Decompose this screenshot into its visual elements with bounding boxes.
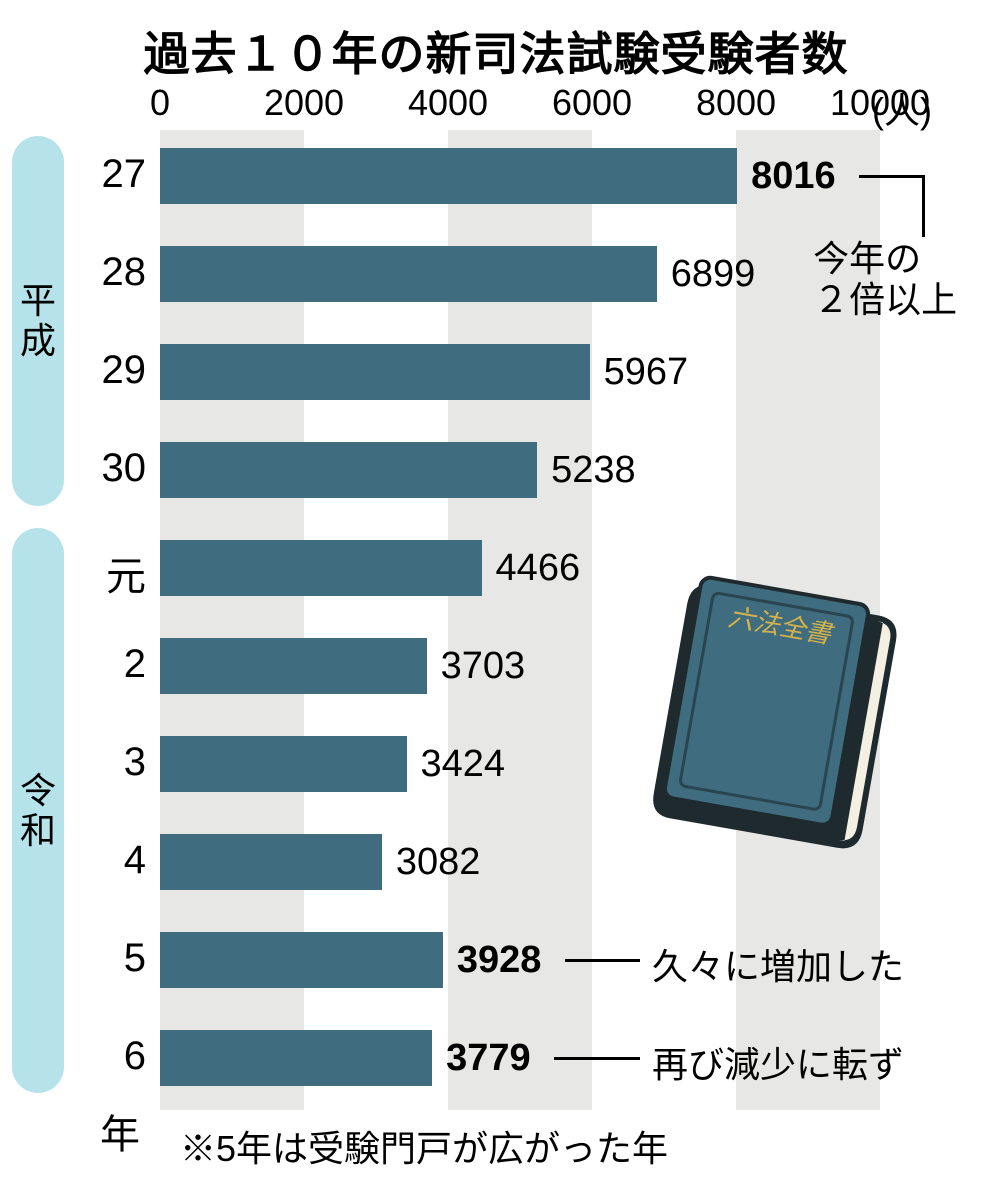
bar-value-label: 3424	[421, 743, 506, 786]
y-category-label: 5	[66, 936, 146, 981]
x-tick-label: 0	[100, 82, 220, 124]
bar	[160, 638, 427, 694]
y-category-label: 6	[66, 1034, 146, 1079]
era-label: 平成	[12, 136, 64, 506]
bar	[160, 932, 443, 988]
annotation-text: 久々に増加した	[652, 938, 904, 990]
bar	[160, 736, 407, 792]
bar	[160, 442, 537, 498]
bar	[160, 246, 657, 302]
bar-value-label: 5238	[551, 449, 636, 492]
year-suffix: 年	[100, 1102, 140, 1160]
bar-value-label: 3703	[441, 645, 526, 688]
bar	[160, 540, 482, 596]
y-category-label: 30	[66, 446, 146, 491]
annotation-connector	[554, 1057, 640, 1060]
chart-title: 過去１０年の新司法試験受験者数	[0, 0, 992, 84]
bar	[160, 1030, 432, 1086]
bar-value-label: 4466	[496, 547, 581, 590]
bar-value-label: 6899	[671, 253, 756, 296]
footnote: ※5年は受験門戸が広がった年	[180, 1120, 668, 1172]
y-category-label: 27	[66, 152, 146, 197]
y-category-label: 29	[66, 348, 146, 393]
annotation-text: 今年の２倍以上	[813, 238, 957, 321]
y-category-label: 28	[66, 250, 146, 295]
bar-row: 305238	[160, 424, 880, 522]
annotation-connector	[565, 959, 640, 962]
x-tick-label: 6000	[532, 82, 652, 124]
y-category-label: 4	[66, 838, 146, 883]
bar-value-label: 3082	[396, 841, 481, 884]
y-category-label: 3	[66, 740, 146, 785]
bar-value-label: 3928	[457, 939, 542, 982]
bar	[160, 834, 382, 890]
bar-value-label: 8016	[751, 155, 836, 198]
annotation-connector	[859, 175, 923, 178]
era-label: 令和	[12, 528, 64, 1093]
y-category-label: 元	[66, 544, 146, 602]
x-tick-label: 4000	[388, 82, 508, 124]
y-category-label: 2	[66, 642, 146, 687]
book-icon: 六法全書	[650, 570, 890, 850]
bar-value-label: 5967	[604, 351, 689, 394]
x-tick-label: 2000	[244, 82, 364, 124]
bar-row: 286899	[160, 228, 880, 326]
bar-row: 278016	[160, 130, 880, 228]
annotation-connector	[922, 175, 925, 237]
bar-row: 295967	[160, 326, 880, 424]
bar	[160, 344, 590, 400]
bar	[160, 148, 737, 204]
x-tick-label: 8000	[676, 82, 796, 124]
x-axis-unit: (人)	[872, 82, 932, 134]
bar-value-label: 3779	[446, 1037, 531, 1080]
annotation-text: 再び減少に転ず	[652, 1036, 904, 1088]
